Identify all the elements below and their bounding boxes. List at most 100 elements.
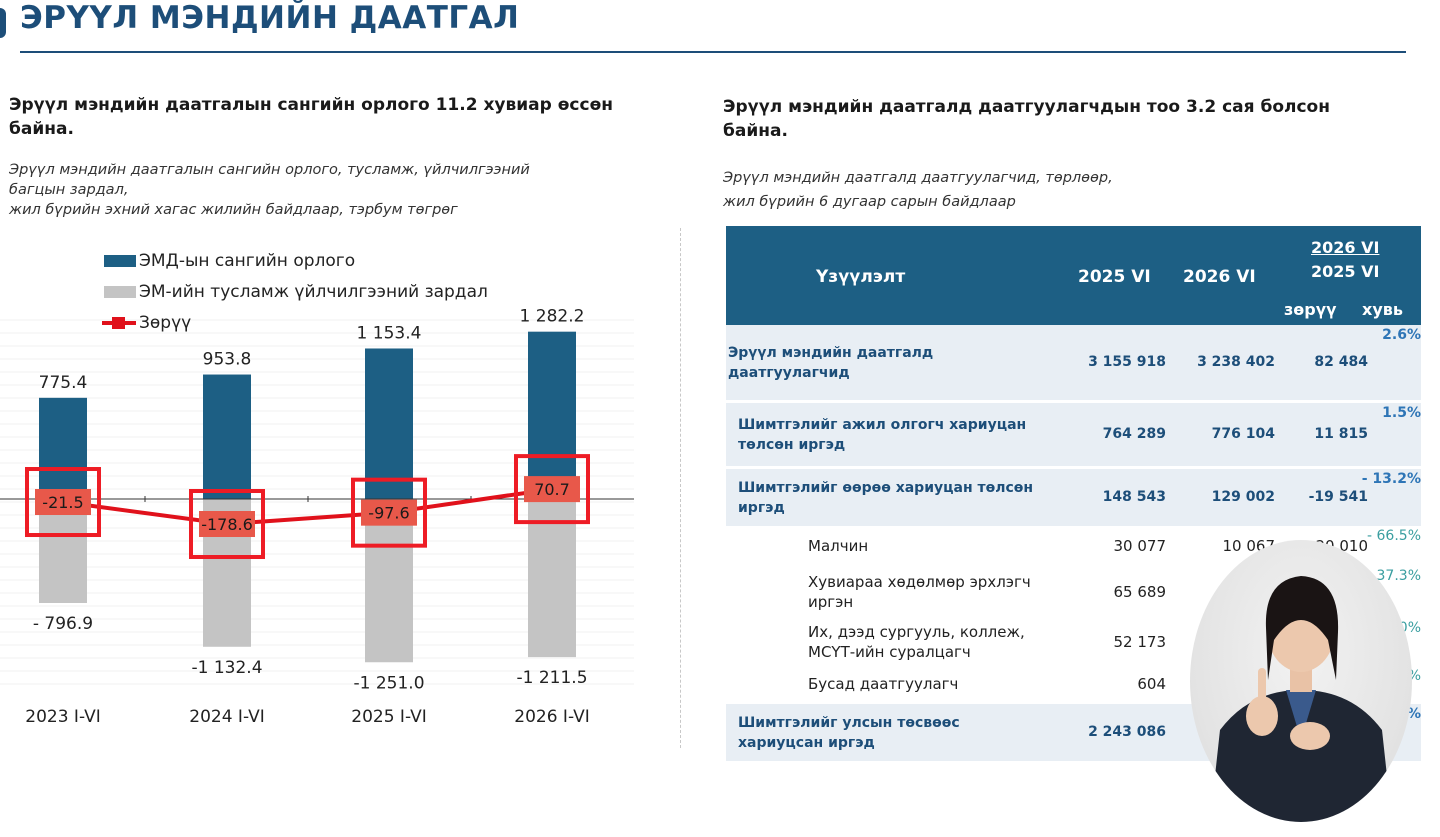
left-subtitle-line: багцын зардал, [9, 182, 129, 198]
left-subtitle-line: Эрүүл мэндийн даатгалын сангийн орлого, … [9, 162, 530, 178]
row-label: Шимтгэлийг ажил олгогч хариуцан төлсөн ир… [738, 415, 1026, 455]
expense-value-label: -1 132.4 [191, 658, 262, 678]
category-label: 2024 I-VI [189, 707, 264, 727]
row-label-line: иргэн [808, 593, 854, 611]
value-pct: % [1406, 706, 1421, 722]
header-indicator: Үзүүлэлт [816, 267, 906, 287]
income-bar [203, 374, 251, 499]
left-subtitle: Эрүүл мэндийн даатгалын сангийн орлого, … [9, 160, 669, 220]
expense-bar [365, 499, 413, 663]
highlight-box [25, 467, 101, 538]
slide-title: ЭРҮҮЛ МЭНДИЙН ДААТГАЛ [20, 0, 520, 36]
row-label-line: хариуцсан иргэд [738, 734, 875, 751]
right-subtitle-line: Эрүүл мэндийн даатгалд даатгуулагчид, тө… [723, 170, 1113, 186]
highlight-box [351, 477, 427, 548]
value-2025: 148 543 [1102, 488, 1166, 505]
difference-line [62, 487, 553, 527]
header-compare-bottom: 2025 VI [1311, 262, 1380, 281]
value-2026: 3 238 402 [1197, 353, 1275, 370]
row-label-line: Малчин [808, 537, 869, 555]
value-diff: -19 541 [1308, 488, 1368, 505]
expense-bar [528, 499, 576, 658]
row-label: Их, дээд сургууль, коллеж, МСҮТ-ийн сурал… [808, 622, 1025, 662]
income-bar [528, 331, 576, 499]
income-value-label: 1 282.2 [520, 307, 585, 327]
legend-swatch-difference-marker [112, 317, 125, 329]
sign-language-interpreter-video [1190, 540, 1412, 822]
row-label: Шимтгэлийг өөрөө хариуцан төлсөн иргэд [738, 478, 1033, 518]
row-label-line: Хувиараа хөдөлмөр эрхлэгч [808, 573, 1031, 591]
legend-swatch-expense [104, 286, 136, 298]
left-heading: Эрүүл мэндийн даатгалын сангийн орлого 1… [9, 93, 669, 141]
header-compare-top: 2026 VI [1311, 238, 1380, 257]
row-label-line: Бусад даатгуулагч [808, 674, 959, 693]
income-bar [365, 348, 413, 499]
table-row: Шимтгэлийг өөрөө хариуцан төлсөн иргэд 148… [726, 466, 1421, 526]
row-label: Малчин [808, 536, 868, 556]
right-heading: Эрүүл мэндийн даатгалд даатгуулагчдын то… [723, 95, 1423, 143]
right-heading-line: Эрүүл мэндийн даатгалд даатгуулагчдын то… [723, 97, 1330, 117]
panel-divider [680, 228, 681, 748]
difference-marker [361, 499, 417, 526]
header-diff: зөрүү [1284, 300, 1337, 319]
row-label-line: Шимтгэлийг ажил олгогч хариуцан [738, 416, 1027, 433]
income-bar [39, 397, 87, 499]
value-2026: 776 104 [1211, 425, 1275, 442]
highlight-box [514, 454, 590, 525]
row-label-line: даатгуулагчид [728, 364, 850, 381]
income-value-label: 1 153.4 [357, 323, 422, 343]
header-2026: 2026 VI [1183, 267, 1256, 287]
value-2025: 52 173 [1113, 633, 1167, 651]
interpreter-icon [1210, 576, 1392, 822]
value-pct: - 66.5% [1367, 528, 1421, 544]
value-2025: 764 289 [1102, 425, 1166, 442]
value-pct: 2.6% [1382, 327, 1421, 343]
value-pct: 37.3% [1376, 568, 1421, 584]
category-label: 2025 I-VI [351, 707, 426, 727]
table-header: Үзүүлэлт 2025 VI 2026 VI 2026 VI 2025 VI… [726, 226, 1421, 325]
value-2026: 129 002 [1211, 488, 1275, 505]
header-pct: хувь [1362, 300, 1403, 319]
row-label-line: төлсөн иргэд [738, 436, 846, 453]
value-pct: 1.5% [1382, 405, 1421, 421]
value-2025: 65 689 [1113, 583, 1167, 601]
expense-bar [39, 499, 87, 603]
row-label-line: Их, дээд сургууль, коллеж, [808, 623, 1025, 641]
value-2025: 604 [1137, 674, 1166, 693]
category-label: 2023 I-VI [25, 707, 100, 727]
legend-label-expense: ЭМ-ийн тусламж үйлчилгээний зардал [139, 282, 488, 302]
left-subtitle-line: жил бүрийн эхний хагас жилийн байдлаар, … [9, 202, 458, 218]
difference-marker [524, 476, 580, 503]
value-2025: 2 243 086 [1088, 723, 1166, 740]
finance-chart: 775.4 - 796.9 2023 I-VI 953.8 -1 132.4 2024 I… [0, 251, 634, 727]
row-label: Бусад даатгуулагч [808, 674, 958, 694]
header-2025: 2025 VI [1078, 267, 1151, 287]
difference-value-label: -97.6 [368, 504, 409, 523]
income-value-label: 953.8 [203, 350, 252, 370]
legend-label-income: ЭМД-ын сангийн орлого [139, 251, 355, 271]
difference-marker [199, 511, 255, 538]
value-2025: 3 155 918 [1088, 353, 1166, 370]
title-accent [0, 8, 6, 38]
difference-marker [35, 489, 91, 516]
row-label-line: МСҮТ-ийн суралцагч [808, 643, 971, 661]
expense-value-label: - 796.9 [33, 614, 93, 634]
expense-value-label: -1 251.0 [353, 673, 424, 693]
right-subtitle-line: жил бүрийн 6 дугаар сарын байдлаар [723, 194, 1016, 210]
value-pct: - 13.2% [1361, 471, 1421, 487]
difference-value-label: -178.6 [201, 515, 253, 534]
row-label-line: Шимтгэлийг өөрөө хариуцан төлсөн [738, 479, 1034, 496]
category-label: 2026 I-VI [514, 707, 589, 727]
row-label: Хувиараа хөдөлмөр эрхлэгч иргэн [808, 572, 1031, 612]
value-diff: 11 815 [1314, 425, 1368, 442]
row-label: Шимтгэлийг улсын төсвөөс хариуцсан иргэд [738, 713, 960, 753]
highlight-box [189, 489, 265, 560]
legend-swatch-income [104, 255, 136, 267]
legend-label-difference: Зөрүү [139, 313, 191, 333]
left-heading-line: байна. [9, 119, 74, 139]
table-row: Шимтгэлийг ажил олгогч хариуцан төлсөн ир… [726, 400, 1421, 466]
row-label-line: Шимтгэлийг улсын төсвөөс [738, 714, 960, 731]
row-label: Эрүүл мэндийн даатгалд даатгуулагчид [728, 343, 933, 383]
right-heading-line: байна. [723, 121, 788, 141]
expense-value-label: -1 211.5 [516, 668, 587, 688]
